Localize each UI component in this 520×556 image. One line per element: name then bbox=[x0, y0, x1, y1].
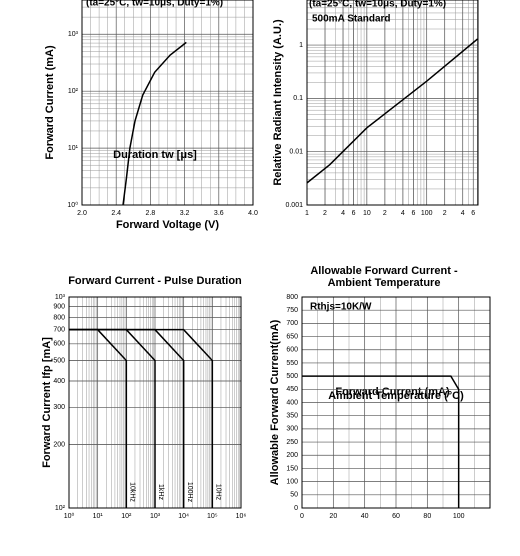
y-axis-label: Relative Radiant Intensity (A.U.) bbox=[272, 19, 284, 186]
y-tick-label: 150 bbox=[286, 465, 298, 472]
x-tick-label: 4 bbox=[341, 210, 345, 217]
x-tick-label: 1 bbox=[305, 210, 309, 217]
data-line bbox=[122, 41, 187, 205]
y-tick-label: 600 bbox=[286, 347, 298, 354]
annotation: Rthjs=10K/W bbox=[310, 302, 372, 313]
y-tick-label: 300 bbox=[53, 404, 65, 411]
x-tick-label: 4 bbox=[401, 210, 405, 217]
x-tick-label: 0 bbox=[300, 513, 304, 520]
x-axis-label: Forward Voltage (V) bbox=[116, 219, 219, 231]
x-tick-label: 2.0 bbox=[77, 210, 87, 217]
annotation: (ta=25°C, tw=10μs, Duty=1%) bbox=[86, 0, 223, 9]
x-tick-label: 20 bbox=[329, 513, 337, 520]
series-label: 10Hz bbox=[214, 484, 221, 501]
x-tick-label: 10⁰ bbox=[64, 512, 75, 520]
chart: 10⁰ 10¹ 10² 10³ 10⁴ 10⁵ 10⁶ 10² 200 300 400 500 600 7… bbox=[41, 149, 247, 520]
data-line bbox=[69, 328, 214, 508]
x-tick-label: 4.0 bbox=[248, 210, 258, 217]
y-axis-label: Forward Current Ifp [mA] bbox=[41, 337, 53, 468]
y-tick-label: 0.01 bbox=[289, 149, 303, 156]
y-tick-label: 550 bbox=[286, 360, 298, 367]
x-tick-label: 2 bbox=[443, 210, 447, 217]
annotation: (ta=25°C, tw=10μs, Duty=1%) bbox=[309, 0, 446, 10]
y-tick-label: 900 bbox=[53, 303, 65, 310]
y-tick-label: 500 bbox=[53, 357, 65, 364]
chart: 2.0 2.4 2.8 3.2 3.6 4.0 10⁰ 10¹ 10² 10³ (ta=25°C, … bbox=[44, 0, 258, 231]
y-axis-label: Allowable Forward Current(mA) bbox=[269, 319, 281, 485]
x-tick-label: 10⁴ bbox=[178, 513, 189, 520]
x-tick-label: 3.2 bbox=[180, 210, 190, 217]
y-tick-label: 800 bbox=[286, 294, 298, 301]
plot-frame bbox=[81, 0, 254, 206]
x-tick-label: 6 bbox=[471, 210, 475, 217]
y-tick-label: 0 bbox=[294, 505, 298, 512]
series-label: 100Hz bbox=[186, 482, 193, 503]
y-tick-label: 750 bbox=[286, 307, 298, 314]
x-axis-label: Ambient Temperature (°C) bbox=[328, 390, 464, 402]
y-tick-label: 350 bbox=[286, 413, 298, 420]
x-tick-label: 6 bbox=[411, 210, 415, 217]
x-tick-label: 10 bbox=[363, 210, 371, 217]
x-tick-label: 80 bbox=[423, 513, 431, 520]
y-tick-label: 100 bbox=[286, 478, 298, 485]
y-tick-label: 10³ bbox=[68, 31, 79, 38]
y-tick-label: 10³ bbox=[55, 294, 66, 301]
plot-frame bbox=[301, 296, 491, 509]
x-axis-label: Duration tw [μs] bbox=[113, 149, 197, 161]
x-tick-label: 2.4 bbox=[111, 210, 121, 217]
y-axis-label: Forward Current (mA) bbox=[44, 45, 56, 160]
x-tick-label: 40 bbox=[361, 513, 369, 520]
y-tick-label: 400 bbox=[286, 399, 298, 406]
x-tick-label: 10⁶ bbox=[236, 513, 247, 520]
y-tick-label: 500 bbox=[286, 373, 298, 380]
x-tick-label: 10¹ bbox=[93, 513, 104, 520]
chart-title-line: Ambient Temperature bbox=[328, 277, 441, 289]
x-tick-label: 2 bbox=[383, 210, 387, 217]
y-tick-label: 10² bbox=[68, 88, 79, 95]
y-tick-label: 250 bbox=[286, 439, 298, 446]
series-label: 10kHz bbox=[128, 482, 135, 502]
x-tick-label: 2.8 bbox=[146, 210, 156, 217]
series-label: 1kHz bbox=[157, 484, 164, 500]
y-tick-label: 10² bbox=[55, 505, 66, 512]
x-tick-label: 60 bbox=[392, 513, 400, 520]
y-tick-label: 700 bbox=[286, 320, 298, 327]
y-tick-label: 10⁰ bbox=[67, 201, 78, 209]
annotation: 500mA Standard bbox=[312, 14, 391, 25]
y-tick-label: 50 bbox=[290, 492, 298, 499]
y-tick-label: 600 bbox=[53, 341, 65, 348]
y-tick-label: 700 bbox=[53, 327, 65, 334]
y-tick-label: 800 bbox=[53, 314, 65, 321]
plot-frame bbox=[306, 0, 479, 206]
y-tick-label: 400 bbox=[53, 378, 65, 385]
x-tick-label: 3.6 bbox=[214, 210, 224, 217]
chart-title: Forward Current - Pulse Duration bbox=[68, 275, 242, 287]
x-tick-label: 10² bbox=[121, 513, 132, 520]
x-tick-label: 10³ bbox=[150, 513, 161, 520]
y-tick-label: 200 bbox=[286, 452, 298, 459]
x-tick-label: 10⁵ bbox=[207, 513, 218, 520]
x-axis-label: Forward Current (mA) bbox=[335, 386, 450, 398]
chart-title-line: Allowable Forward Current - bbox=[310, 265, 458, 277]
y-tick-label: 650 bbox=[286, 333, 298, 340]
y-tick-label: 0.1 bbox=[293, 95, 303, 102]
x-tick-label: 6 bbox=[352, 210, 356, 217]
chart-title: Allowable Forward Current -Ambient Tempe… bbox=[310, 265, 458, 289]
x-tick-label: 100 bbox=[453, 513, 465, 520]
y-tick-label: 450 bbox=[286, 386, 298, 393]
y-tick-label: 300 bbox=[286, 426, 298, 433]
x-tick-label: 100 bbox=[421, 210, 433, 217]
y-tick-label: 200 bbox=[53, 441, 65, 448]
data-line bbox=[302, 375, 460, 508]
x-tick-label: 4 bbox=[461, 210, 465, 217]
chart: 0 20 40 60 80 100 0 50 100 150 200 250 300 350 400 450 5… bbox=[269, 265, 491, 520]
x-tick-label: 2 bbox=[323, 210, 327, 217]
data-line bbox=[69, 328, 156, 508]
y-tick-label: 1 bbox=[299, 42, 303, 49]
y-tick-label: 10¹ bbox=[68, 145, 79, 152]
y-tick-label: 0.001 bbox=[285, 202, 303, 209]
data-line bbox=[307, 38, 478, 184]
